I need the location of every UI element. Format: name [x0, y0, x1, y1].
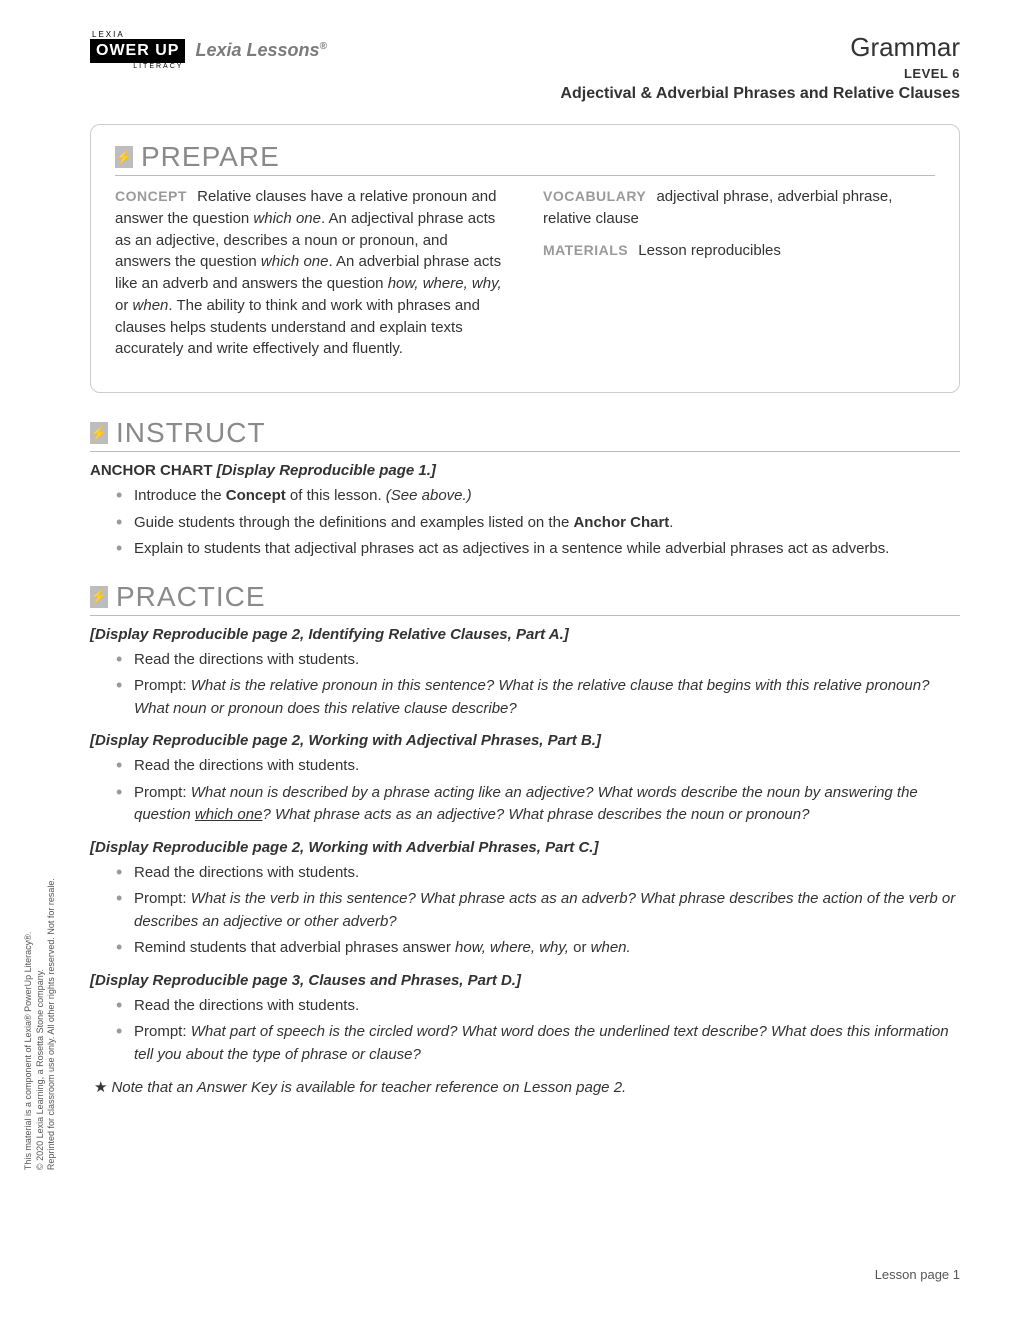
instruct-head: ⚡ INSTRUCT: [90, 417, 960, 452]
ib1d: (See above.): [386, 487, 472, 504]
ib1b: Concept: [226, 487, 286, 504]
anchor-chart-head: ANCHOR CHART [Display Reproducible page …: [90, 462, 960, 479]
concept-i3: how, where, why,: [388, 275, 502, 292]
prepare-section: ⚡ PREPARE CONCEPT Relative clauses have …: [90, 124, 960, 393]
concept-t4: or: [115, 297, 133, 314]
anchor-ital: [Display Reproducible page 1.]: [217, 462, 436, 479]
practice-section: ⚡ PRACTICE [Display Reproducible page 2,…: [90, 581, 960, 1097]
list-item: Explain to students that adjectival phra…: [134, 538, 960, 561]
header-topic: Adjectival & Adverbial Phrases and Relat…: [560, 83, 960, 105]
list-item: Prompt: What noun is described by a phra…: [134, 782, 960, 827]
instruct-bullets: Introduce the Concept of this lesson. (S…: [90, 485, 960, 561]
list-item: Prompt: What part of speech is the circl…: [134, 1021, 960, 1066]
s3b3a: Remind students that adverbial phrases a…: [134, 939, 455, 956]
concept-paragraph: CONCEPT Relative clauses have a relative…: [115, 186, 507, 360]
s2b2u: which one: [195, 806, 263, 823]
bolt-icon: ⚡: [90, 586, 108, 608]
materials-text: Lesson reproducibles: [638, 242, 781, 259]
s1b2b: What is the relative pronoun in this sen…: [134, 677, 929, 717]
header-level: LEVEL 6: [560, 65, 960, 83]
concept-t5: . The ability to think and work with phr…: [115, 297, 480, 358]
s4b2b: What part of speech is the circled word?…: [134, 1023, 949, 1063]
side-l3: Reprinted for classroom use only. All ot…: [46, 878, 56, 1170]
ib3: Explain to students that adjectival phra…: [134, 540, 889, 557]
concept-label: CONCEPT: [115, 188, 187, 204]
s1b2a: Prompt:: [134, 677, 191, 694]
list-item: Introduce the Concept of this lesson. (S…: [134, 485, 960, 508]
answer-key-note: ★Note that an Answer Key is available fo…: [90, 1078, 960, 1096]
list-item: Read the directions with students.: [134, 649, 960, 672]
s3b2a: Prompt:: [134, 890, 191, 907]
practice-s1-bullets: Read the directions with students. Promp…: [90, 649, 960, 721]
practice-s2-bullets: Read the directions with students. Promp…: [90, 755, 960, 827]
anchor-label: ANCHOR CHART: [90, 462, 217, 479]
list-item: Remind students that adverbial phrases a…: [134, 937, 960, 960]
practice-s2-head: [Display Reproducible page 2, Working wi…: [90, 732, 960, 749]
s2b2a: Prompt:: [134, 784, 191, 801]
page-header: LEXIA OWER UP LITERACY Lexia Lessons® Gr…: [90, 30, 960, 104]
lessons-brand: Lexia Lessons®: [195, 40, 326, 61]
practice-s4-bullets: Read the directions with students. Promp…: [90, 995, 960, 1067]
instruct-title: INSTRUCT: [116, 417, 266, 449]
side-l1: This material is a component of Lexia® P…: [23, 932, 33, 1170]
prepare-head: ⚡ PREPARE: [115, 141, 935, 176]
list-item: Read the directions with students.: [134, 862, 960, 885]
list-item: Prompt: What is the relative pronoun in …: [134, 675, 960, 720]
ib2c: .: [669, 514, 673, 531]
concept-i4: when: [133, 297, 169, 314]
vocab-label: VOCABULARY: [543, 188, 646, 204]
header-right: Grammar LEVEL 6 Adjectival & Adverbial P…: [560, 30, 960, 104]
instruct-section: ⚡ INSTRUCT ANCHOR CHART [Display Reprodu…: [90, 417, 960, 561]
logo-wrap: LEXIA OWER UP LITERACY: [90, 30, 185, 70]
bolt-icon: ⚡: [115, 146, 133, 168]
prepare-left-col: CONCEPT Relative clauses have a relative…: [115, 186, 507, 370]
prepare-right-col: VOCABULARY adjectival phrase, adverbial …: [543, 186, 935, 370]
header-subject: Grammar: [560, 30, 960, 65]
practice-title: PRACTICE: [116, 581, 266, 613]
list-item: Prompt: What is the verb in this sentenc…: [134, 888, 960, 933]
side-l2: © 2020 Lexia Learning, a Rosetta Stone c…: [35, 969, 45, 1170]
bolt-icon: ⚡: [90, 422, 108, 444]
practice-s1-head: [Display Reproducible page 2, Identifyin…: [90, 626, 960, 643]
copyright-side: This material is a component of Lexia® P…: [23, 878, 58, 1170]
s4b2a: Prompt:: [134, 1023, 191, 1040]
lessons-brand-text: Lexia Lessons: [195, 40, 319, 60]
materials-paragraph: MATERIALS Lesson reproducibles: [543, 240, 935, 262]
practice-s3-bullets: Read the directions with students. Promp…: [90, 862, 960, 960]
practice-head: ⚡ PRACTICE: [90, 581, 960, 616]
concept-i2: which one: [261, 253, 329, 270]
s3b2b: What is the verb in this sentence? What …: [134, 890, 955, 930]
ib1a: Introduce the: [134, 487, 226, 504]
logo-block: LEXIA OWER UP LITERACY Lexia Lessons®: [90, 30, 327, 70]
prepare-title: PREPARE: [141, 141, 280, 173]
star-icon: ★: [94, 1079, 107, 1096]
s3b3b: how, where, why,: [455, 939, 569, 956]
ib2a: Guide students through the definitions a…: [134, 514, 573, 531]
list-item: Read the directions with students.: [134, 995, 960, 1018]
concept-i1: which one: [253, 210, 321, 227]
logo-main-text: OWER UP: [90, 39, 185, 63]
note-text: Note that an Answer Key is available for…: [111, 1079, 626, 1096]
s2b2b: What noun is described by a phrase actin…: [134, 784, 918, 824]
prepare-columns: CONCEPT Relative clauses have a relative…: [115, 186, 935, 370]
logo-literacy-text: LITERACY: [133, 63, 183, 70]
ib1c: of this lesson.: [286, 487, 386, 504]
practice-s4-head: [Display Reproducible page 3, Clauses an…: [90, 972, 960, 989]
practice-s3-head: [Display Reproducible page 2, Working wi…: [90, 839, 960, 856]
vocab-paragraph: VOCABULARY adjectival phrase, adverbial …: [543, 186, 935, 230]
materials-label: MATERIALS: [543, 242, 628, 258]
s3b3d: when.: [591, 939, 631, 956]
registered-mark: ®: [320, 41, 327, 52]
logo-lexia-text: LEXIA: [92, 30, 125, 39]
ib2b: Anchor Chart: [573, 514, 669, 531]
page-footer: Lesson page 1: [875, 1267, 960, 1282]
list-item: Read the directions with students.: [134, 755, 960, 778]
list-item: Guide students through the definitions a…: [134, 512, 960, 535]
s3b3c: or: [569, 939, 591, 956]
s2b2c: ? What phrase acts as an adjective? What…: [262, 806, 809, 823]
